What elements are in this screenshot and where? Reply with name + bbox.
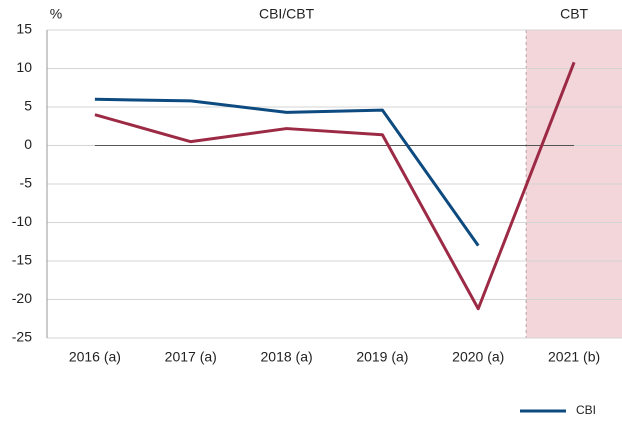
x-tick-label: 2018 (a) — [261, 349, 313, 365]
y-unit-label: % — [50, 6, 62, 22]
x-tick-label: 2016 (a) — [69, 349, 121, 365]
series-line — [94, 61, 576, 311]
y-tick-label: 5 — [24, 98, 32, 114]
y-tick-label: 0 — [24, 136, 32, 152]
y-tick-label: -15 — [12, 252, 32, 268]
series-line — [94, 97, 480, 247]
x-tick-label: 2021 (b) — [548, 349, 600, 365]
annotation: CBI/CBT — [259, 6, 315, 22]
y-tick-label: 10 — [16, 59, 32, 75]
legend-label: CBI — [576, 403, 596, 417]
y-tick-label: -20 — [12, 290, 32, 306]
x-tick-label: 2020 (a) — [452, 349, 504, 365]
y-tick-label: -10 — [12, 213, 32, 229]
x-tick-label: 2017 (a) — [165, 349, 217, 365]
y-tick-label: -5 — [20, 175, 33, 191]
y-tick-label: -25 — [12, 329, 32, 345]
y-tick-label: 15 — [16, 21, 32, 37]
x-tick-label: 2019 (a) — [356, 349, 408, 365]
annotation: CBT — [560, 6, 588, 22]
